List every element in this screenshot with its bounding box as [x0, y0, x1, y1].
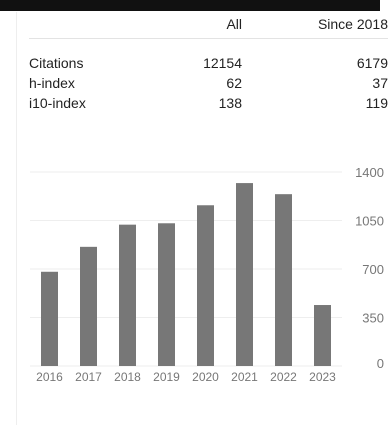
h-index-since: 37 — [372, 75, 388, 91]
citations-per-year-chart: 0 350 700 1050 1400 2016 2017 2018 2019 2020 2021 2… — [30, 165, 384, 384]
y-tick-label: 0 — [377, 356, 384, 371]
bar-2017[interactable] — [80, 246, 97, 366]
header-since-2018[interactable]: Since 2018 — [242, 10, 388, 39]
x-tick-label: 2017 — [75, 370, 102, 384]
x-tick-label: 2019 — [153, 370, 180, 384]
header-all[interactable]: All — [154, 10, 242, 39]
bar-2019[interactable] — [158, 223, 175, 366]
header-empty — [29, 10, 154, 39]
table-row: Citations 12154 6179 — [29, 39, 388, 74]
bar-2018[interactable] — [119, 224, 136, 366]
y-tick-label: 1400 — [355, 165, 384, 180]
row-label-i10-index[interactable]: i10-index — [29, 95, 86, 111]
h-index-all: 62 — [226, 75, 242, 91]
bar-2023[interactable] — [314, 305, 331, 366]
x-tick-label: 2016 — [36, 370, 63, 384]
panel-divider — [16, 12, 17, 425]
x-tick-label: 2022 — [270, 370, 297, 384]
top-bar — [0, 0, 380, 11]
row-label-h-index[interactable]: h-index — [29, 75, 75, 91]
citations-all: 12154 — [203, 55, 242, 71]
citation-stats-table: All Since 2018 Citations 12154 6179 h-in… — [29, 10, 388, 113]
i10-index-all: 138 — [218, 95, 242, 111]
x-tick-label: 2023 — [309, 370, 336, 384]
y-tick-label: 1050 — [355, 214, 384, 229]
bar-2022[interactable] — [275, 194, 292, 366]
bar-2016[interactable] — [41, 271, 58, 366]
y-tick-label: 350 — [362, 311, 384, 326]
row-label-citations[interactable]: Citations — [29, 55, 84, 71]
bar-2021[interactable] — [236, 183, 253, 366]
x-tick-label: 2021 — [231, 370, 258, 384]
table-header-row: All Since 2018 — [29, 10, 388, 39]
i10-index-since: 119 — [365, 95, 388, 111]
citations-since: 6179 — [356, 55, 388, 71]
table-row: i10-index 138 119 — [29, 93, 388, 113]
table-row: h-index 62 37 — [29, 73, 388, 93]
bar-2020[interactable] — [197, 205, 214, 366]
x-tick-label: 2020 — [192, 370, 219, 384]
x-tick-label: 2018 — [114, 370, 141, 384]
y-tick-label: 700 — [362, 262, 384, 277]
